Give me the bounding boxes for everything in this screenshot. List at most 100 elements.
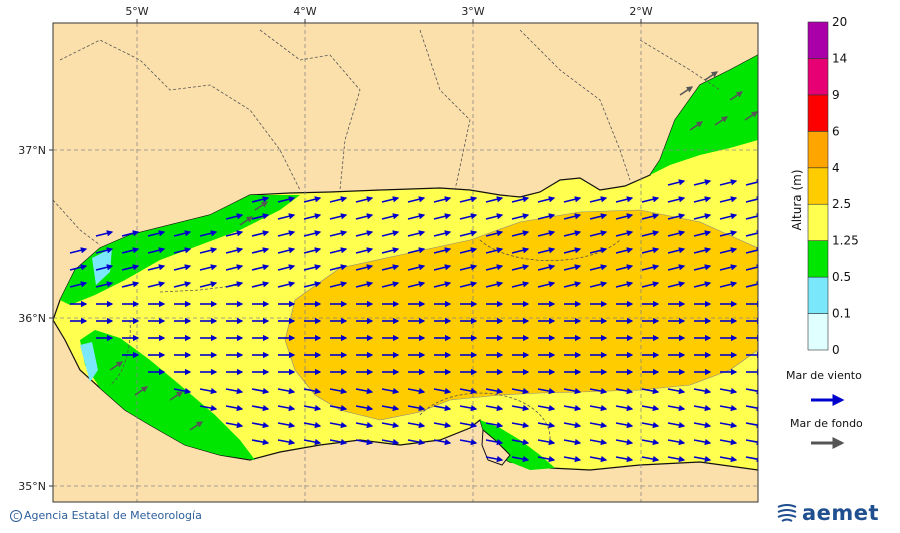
lon-tick-label: 5°W xyxy=(125,5,148,18)
colorbar-segment xyxy=(807,131,829,169)
wind-arrow xyxy=(303,196,322,203)
wind-arrow xyxy=(615,230,634,237)
wind-arrow xyxy=(693,387,712,395)
wind-arrow xyxy=(745,281,758,288)
wind-arrow xyxy=(745,438,758,446)
wind-arrow xyxy=(745,213,758,220)
aemet-logo[interactable]: aemet xyxy=(776,499,879,527)
wind-arrow xyxy=(615,281,634,288)
wind-arrow xyxy=(615,421,634,429)
wind-arrow xyxy=(667,247,686,254)
colorbar-segment xyxy=(807,240,829,278)
wind-arrow xyxy=(225,387,244,395)
colorbar-level-label: 14 xyxy=(832,51,847,65)
wind-arrow xyxy=(329,196,348,203)
wind-arrow xyxy=(511,213,530,220)
wind-arrow xyxy=(667,264,686,271)
wind-arrow xyxy=(511,196,530,203)
wind-arrow xyxy=(485,438,504,446)
wind-arrow xyxy=(667,230,686,237)
wind-arrow xyxy=(589,421,608,429)
colorbar-level-label: 2.5 xyxy=(832,197,851,211)
wind-arrow xyxy=(355,247,374,254)
wind-arrow xyxy=(147,247,166,254)
colorbar-level-label: 4 xyxy=(832,161,840,175)
wind-arrow xyxy=(199,247,218,254)
wind-arrow xyxy=(407,196,426,203)
colorbar-segment xyxy=(807,313,829,351)
wind-arrow xyxy=(381,230,400,237)
wind-arrow xyxy=(303,247,322,254)
wind-arrow xyxy=(589,455,608,463)
wind-arrow xyxy=(381,421,400,429)
swell-arrow xyxy=(109,361,124,371)
swell-arrows-layer xyxy=(109,71,758,431)
wind-arrow xyxy=(199,264,218,271)
lon-tick-label: 3°W xyxy=(461,5,484,18)
wind-arrow xyxy=(485,404,504,412)
wind-arrow xyxy=(693,230,712,237)
wind-arrow xyxy=(693,455,712,463)
wind-arrow xyxy=(537,264,556,271)
wind-arrow xyxy=(251,421,270,429)
wind-arrow xyxy=(433,421,452,429)
wind-arrow xyxy=(485,230,504,237)
wind-arrow xyxy=(537,247,556,254)
colorbar-segment xyxy=(807,203,829,241)
wind-arrow xyxy=(511,230,530,237)
wind-arrow xyxy=(745,404,758,412)
wind-arrow xyxy=(667,455,686,463)
wind-arrow xyxy=(329,404,348,412)
colorbar-level-label: 6 xyxy=(832,124,840,138)
wind-arrow xyxy=(407,213,426,220)
colorbar-level-label: 9 xyxy=(832,88,840,102)
wind-arrow xyxy=(511,387,530,395)
wind-arrow xyxy=(329,421,348,429)
wind-arrow xyxy=(355,196,374,203)
wind-arrow xyxy=(693,247,712,254)
wind-arrow xyxy=(277,281,296,288)
wind-arrow xyxy=(563,247,582,254)
lon-tick-label: 2°W xyxy=(629,5,652,18)
wind-arrow xyxy=(355,438,374,446)
swell-arrow xyxy=(744,111,758,121)
copyright-text: Agencia Estatal de Meteorología xyxy=(24,509,202,522)
sea-zone-2-5-4 xyxy=(284,209,758,421)
wind-arrow xyxy=(511,455,530,463)
wind-arrow xyxy=(407,230,426,237)
wind-arrow xyxy=(537,281,556,288)
swell-legend-label: Mar de fondo xyxy=(790,417,863,430)
wind-arrow xyxy=(485,196,504,203)
wind-arrow xyxy=(693,438,712,446)
wind-arrow xyxy=(563,213,582,220)
aemet-logo-text: aemet xyxy=(802,501,880,525)
wind-arrow xyxy=(459,387,478,395)
wind-arrow xyxy=(277,247,296,254)
wind-arrow xyxy=(225,213,244,220)
wind-arrow xyxy=(277,196,296,203)
wind-arrow xyxy=(69,281,88,288)
wind-arrow xyxy=(485,247,504,254)
wind-arrow xyxy=(719,387,738,395)
wind-arrow xyxy=(277,404,296,412)
wind-arrow xyxy=(589,281,608,288)
wind-arrow xyxy=(537,404,556,412)
wind-arrow xyxy=(719,264,738,271)
wind-arrow xyxy=(589,404,608,412)
wind-arrow xyxy=(667,421,686,429)
colorbar-level-label: 1.25 xyxy=(832,234,859,248)
colorbar-level-label: 0 xyxy=(832,343,840,357)
wind-arrow xyxy=(355,264,374,271)
wind-arrow xyxy=(693,179,712,186)
wind-arrow xyxy=(407,404,426,412)
wind-arrow xyxy=(719,421,738,429)
wind-arrow xyxy=(615,404,634,412)
wind-arrow xyxy=(667,387,686,395)
wind-arrow xyxy=(615,247,634,254)
wind-arrow xyxy=(173,264,192,271)
wind-arrow xyxy=(225,264,244,271)
wind-arrow xyxy=(719,438,738,446)
wind-arrow xyxy=(485,387,504,395)
wind-arrow xyxy=(355,387,374,395)
